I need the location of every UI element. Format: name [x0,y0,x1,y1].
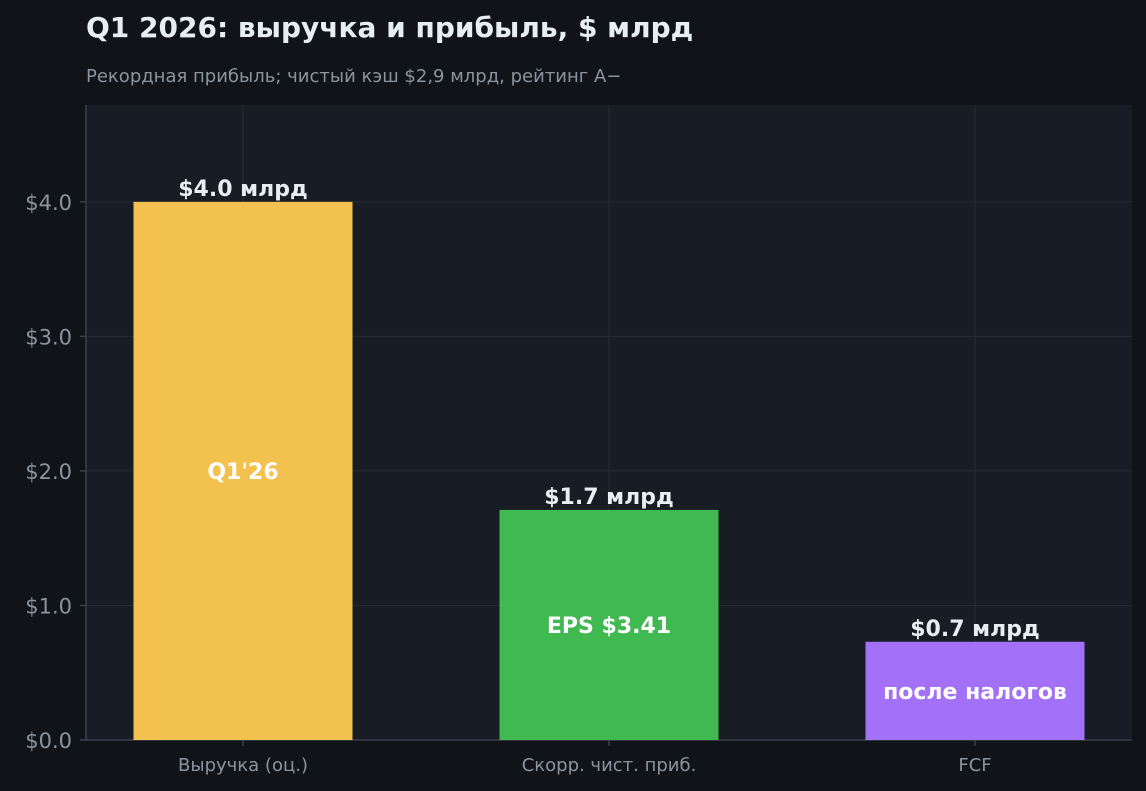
y-tick-label: $3.0 [25,325,72,349]
bar [133,201,353,741]
y-tick-label: $0.0 [25,729,72,753]
x-category-label: Выручка (оц.) [178,755,308,776]
bars [133,201,1085,741]
x-category-label: Скорр. чист. приб. [522,755,697,776]
bar-value-label: $1.7 млрд [544,485,674,510]
bar-inner-label: Q1'26 [207,460,278,485]
chart-subtitle: Рекордная прибыль; чистый кэш $2,9 млрд,… [86,66,622,87]
x-category-label: FCF [958,755,991,776]
bar [499,509,719,740]
y-tick-label: $2.0 [25,460,72,484]
labels: $0.0 $1.0 $2.0 $3.0 $4.0 $4.0 млрд Q1'26 Выручк… [25,177,1067,776]
chart-title: Q1 2026: выручка и прибыль, $ млрд [86,11,694,44]
bar [865,641,1085,740]
y-tick-label: $1.0 [25,594,72,618]
bar-value-label: $0.7 млрд [910,617,1040,642]
bar-value-label: $4.0 млрд [178,177,308,202]
y-tick-label: $4.0 [25,191,72,215]
bar-inner-label: EPS $3.41 [547,614,671,639]
bar-inner-label: после налогов [883,680,1067,705]
